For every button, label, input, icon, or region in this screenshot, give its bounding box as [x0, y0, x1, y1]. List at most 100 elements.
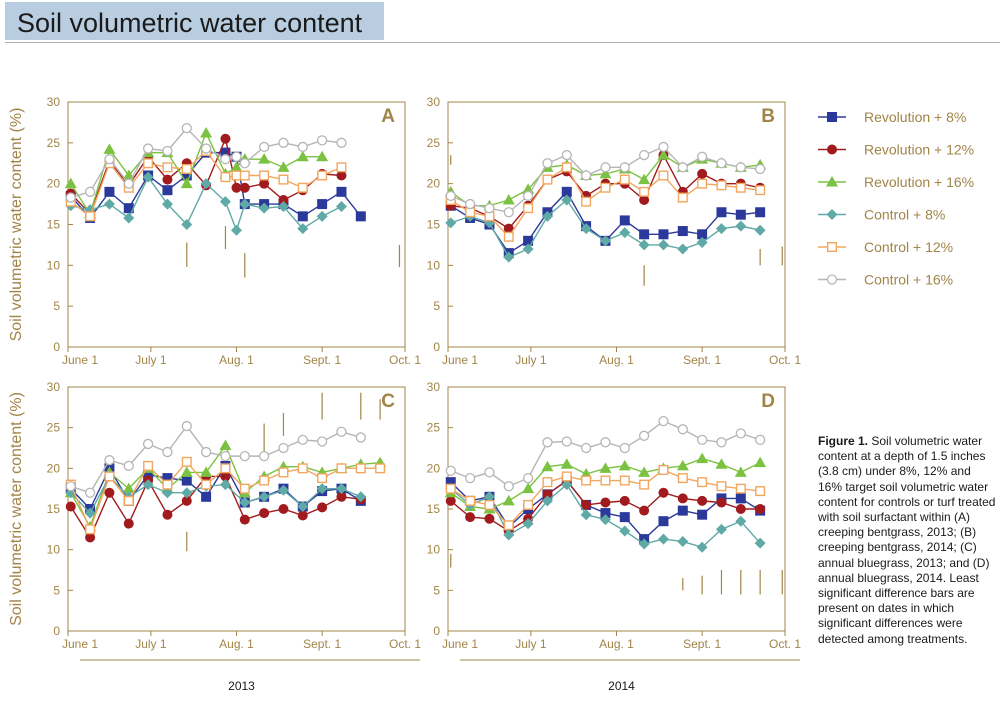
data-point [162, 162, 173, 173]
data-point [259, 178, 270, 189]
data-point [201, 479, 212, 490]
data-point [181, 495, 192, 506]
y-tick-label: 25 [47, 421, 61, 435]
x-tick-label: Oct. 1 [389, 353, 421, 367]
data-point [561, 186, 572, 197]
data-point [239, 182, 250, 193]
data-point [85, 524, 96, 535]
caption-text: Soil volumetric water content at a depth… [818, 434, 996, 646]
panel-c: 0 5 10 15 20 25 30 June 1 July 1 Aug. 1 Sept. 1 Oct… [47, 380, 422, 651]
data-point [231, 151, 242, 162]
data-point [484, 467, 495, 478]
data-point [580, 442, 592, 454]
y-tick-label: 15 [47, 218, 61, 232]
series-revolution-12 [445, 475, 766, 536]
data-point [696, 236, 708, 248]
y-tick-label: 30 [427, 380, 441, 394]
data-point [200, 178, 212, 190]
data-point [599, 514, 611, 526]
data-point [600, 162, 611, 173]
data-point [335, 201, 347, 213]
y-tick-label: 25 [427, 136, 441, 150]
data-point [522, 482, 535, 494]
data-point [200, 143, 212, 154]
data-point [239, 170, 250, 181]
data-point [735, 428, 746, 439]
data-point [231, 182, 242, 193]
data-point [696, 434, 708, 446]
y-tick-label: 30 [47, 95, 61, 109]
data-point [317, 170, 328, 181]
data-point [600, 497, 611, 508]
legend: Revolution + 8% Revolution + 12% Revolutio… [818, 109, 974, 288]
y-tick-label: 0 [433, 624, 440, 638]
y-tick-label: 0 [53, 340, 60, 354]
data-point [201, 491, 212, 502]
year-label: 2014 [608, 679, 635, 693]
legend-label: Control + 16% [864, 272, 953, 288]
data-point [523, 203, 534, 214]
data-point [697, 495, 708, 506]
x-tick-label: Oct. 1 [389, 637, 421, 651]
y-tick-label: 15 [427, 218, 441, 232]
legend-label: Control + 12% [864, 239, 953, 255]
data-point [258, 450, 270, 462]
data-point [316, 436, 328, 447]
y-tick-label: 20 [427, 177, 441, 191]
data-point [465, 512, 476, 523]
data-point [657, 533, 669, 545]
data-point [316, 150, 329, 162]
data-point [735, 504, 746, 514]
data-point [239, 514, 250, 525]
legend-marker [827, 112, 837, 122]
data-point [355, 491, 367, 503]
data-point [335, 483, 347, 495]
data-point [677, 473, 688, 484]
data-point [84, 487, 96, 498]
x-tick-label: Sept. 1 [683, 353, 721, 367]
data-point [735, 182, 746, 193]
data-point [200, 446, 212, 458]
data-point [503, 529, 515, 541]
data-point [638, 149, 650, 161]
y-tick-label: 10 [427, 258, 441, 272]
y-tick-label: 25 [427, 421, 441, 435]
data-point [278, 504, 289, 514]
title-bar: Soil volumetric water content [5, 2, 384, 40]
data-point [618, 459, 631, 471]
caption-label: Figure 1. [818, 434, 869, 448]
data-point [220, 133, 231, 144]
data-point [754, 163, 766, 175]
data-point [523, 499, 534, 510]
data-point [658, 229, 669, 240]
data-point [639, 479, 650, 490]
data-point [239, 198, 251, 210]
data-point [581, 499, 592, 510]
data-point [258, 491, 270, 503]
data-point [231, 224, 242, 236]
plot-frame [447, 386, 786, 632]
data-point [542, 158, 553, 169]
x-tick-label: July 1 [515, 637, 547, 651]
data-point [219, 479, 231, 491]
x-tick-label: Aug. 1 [599, 637, 634, 651]
series-control-8 [65, 171, 347, 236]
data-point [162, 145, 173, 157]
panel-letter: A [381, 106, 395, 127]
data-point [600, 182, 611, 193]
legend-entry-revolution-8: Revolution + 8% [818, 109, 966, 125]
data-point [580, 170, 592, 181]
data-point [561, 471, 572, 482]
data-point [697, 509, 708, 520]
series-control-12 [445, 162, 766, 242]
data-point [297, 510, 308, 521]
data-point [445, 495, 456, 506]
y-tick-label: 20 [47, 177, 61, 191]
legend-marker [826, 274, 838, 285]
data-point [142, 171, 154, 183]
data-point [561, 436, 572, 447]
data-point [161, 198, 173, 210]
y-tick-label: 15 [47, 502, 61, 516]
x-tick-label: Oct. 1 [769, 353, 801, 367]
data-point [336, 426, 347, 437]
